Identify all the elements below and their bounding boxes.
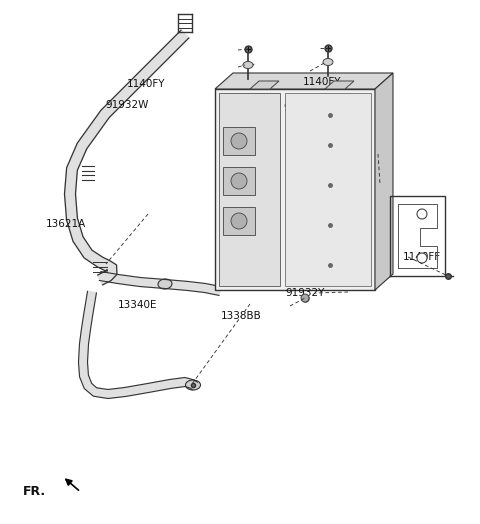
Polygon shape bbox=[64, 30, 189, 285]
Ellipse shape bbox=[323, 59, 333, 66]
Ellipse shape bbox=[243, 61, 253, 69]
Text: 1140FY: 1140FY bbox=[127, 79, 166, 89]
Ellipse shape bbox=[158, 279, 172, 289]
Text: 13340E: 13340E bbox=[118, 300, 157, 310]
Polygon shape bbox=[99, 271, 221, 296]
Polygon shape bbox=[375, 73, 393, 290]
Polygon shape bbox=[219, 93, 280, 286]
Polygon shape bbox=[215, 73, 393, 89]
Text: 1338BB: 1338BB bbox=[221, 311, 262, 321]
Polygon shape bbox=[223, 127, 255, 155]
Polygon shape bbox=[223, 167, 255, 195]
Text: 91932W: 91932W bbox=[106, 100, 149, 110]
Ellipse shape bbox=[231, 133, 247, 149]
Polygon shape bbox=[250, 81, 279, 89]
Polygon shape bbox=[325, 81, 354, 89]
Text: 1140FF: 1140FF bbox=[403, 252, 441, 262]
Polygon shape bbox=[215, 89, 375, 290]
Text: 13621A: 13621A bbox=[46, 219, 86, 230]
Polygon shape bbox=[285, 93, 371, 286]
Ellipse shape bbox=[417, 209, 427, 219]
Ellipse shape bbox=[417, 253, 427, 263]
Polygon shape bbox=[79, 291, 197, 398]
Ellipse shape bbox=[231, 213, 247, 229]
Ellipse shape bbox=[185, 380, 201, 390]
Text: 91932W: 91932W bbox=[283, 103, 326, 114]
Polygon shape bbox=[223, 207, 255, 235]
Text: 91932Y: 91932Y bbox=[286, 288, 325, 299]
Text: FR.: FR. bbox=[23, 485, 46, 498]
Ellipse shape bbox=[301, 294, 309, 302]
Text: 36400A: 36400A bbox=[326, 184, 366, 195]
Text: 1140FY: 1140FY bbox=[302, 77, 341, 88]
Ellipse shape bbox=[231, 173, 247, 189]
